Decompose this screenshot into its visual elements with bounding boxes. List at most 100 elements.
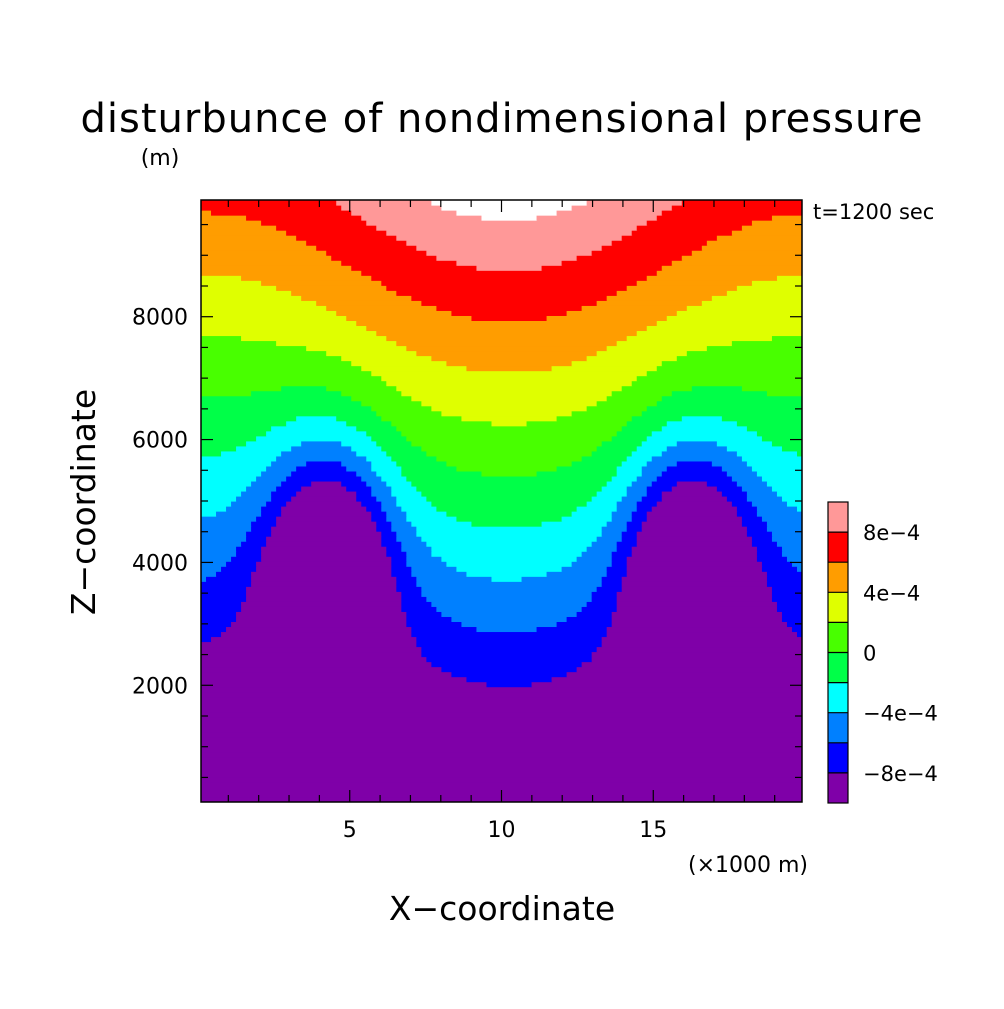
contour-cell xyxy=(616,591,773,597)
contour-cell xyxy=(596,490,628,497)
contour-cell xyxy=(646,516,743,522)
contour-cell xyxy=(691,385,743,392)
contour-cell xyxy=(586,601,618,607)
contour-cell xyxy=(201,405,372,412)
contour-cell xyxy=(666,420,738,427)
contour-cell xyxy=(201,551,237,557)
contour-cell xyxy=(336,415,382,422)
contour-cell xyxy=(761,561,793,567)
contour-cell xyxy=(661,360,802,367)
contour-cell xyxy=(716,440,773,447)
contour-cell xyxy=(201,511,217,517)
contour-cell xyxy=(771,485,802,492)
contour-cell xyxy=(486,681,533,688)
contour-cell xyxy=(601,526,628,532)
contour-cell xyxy=(391,556,407,562)
contour-cell xyxy=(246,215,362,221)
contour-cell xyxy=(396,235,623,241)
contour-cell xyxy=(361,501,382,507)
contour-cell xyxy=(201,526,252,532)
contour-cell xyxy=(201,626,227,633)
contour-cell xyxy=(341,205,442,211)
contour-cell xyxy=(626,526,643,532)
contour-cell xyxy=(766,480,802,487)
contour-cell xyxy=(466,365,553,372)
contour-cell xyxy=(236,611,407,617)
contour-cell xyxy=(201,485,247,492)
contour-cell xyxy=(641,526,748,532)
contour-cell xyxy=(561,516,613,522)
contour-cell xyxy=(381,531,397,537)
contour-cell xyxy=(251,581,397,587)
contour-cell xyxy=(341,440,377,447)
contour-cell xyxy=(626,485,648,492)
contour-cell xyxy=(656,365,802,372)
contour-cell xyxy=(231,556,262,562)
colorbar-swatch xyxy=(828,682,848,713)
contour-cell xyxy=(201,706,802,713)
contour-cell xyxy=(431,661,583,668)
contour-cell xyxy=(276,516,372,522)
contour-cell xyxy=(261,511,282,517)
contour-cell xyxy=(621,586,773,592)
contour-cell xyxy=(291,495,357,502)
contour-cell xyxy=(751,536,773,542)
contour-cell xyxy=(616,596,773,602)
contour-cell xyxy=(426,495,593,502)
contour-cell xyxy=(606,566,628,572)
contour-cell xyxy=(726,290,802,296)
contour-cell xyxy=(411,626,478,633)
contour-cell xyxy=(381,415,463,422)
contour-cell xyxy=(391,521,412,527)
contour-cell xyxy=(591,591,618,597)
contour-cell xyxy=(586,546,618,552)
contour-cell xyxy=(681,200,802,206)
contour-cell xyxy=(341,355,432,362)
contour-cell xyxy=(201,370,372,377)
contour-cell xyxy=(756,430,802,437)
contour-cell xyxy=(326,305,437,311)
contour-cell xyxy=(601,576,623,582)
contour-cell xyxy=(721,490,748,497)
contour-cell xyxy=(201,716,802,723)
contour-cell xyxy=(456,465,558,472)
contour-cell xyxy=(771,536,802,542)
contour-cell xyxy=(636,475,658,482)
contour-cell xyxy=(386,450,427,457)
contour-cell xyxy=(356,495,377,502)
contour-cell xyxy=(241,601,402,607)
contour-cell xyxy=(416,526,603,532)
contour-cell xyxy=(201,355,342,362)
contour-cell xyxy=(261,220,367,226)
contour-cell xyxy=(201,315,347,321)
contour-cell xyxy=(616,606,778,612)
field-cells xyxy=(201,200,802,802)
contour-cell xyxy=(736,450,798,457)
contour-cell xyxy=(411,521,473,527)
contour-cell xyxy=(671,390,768,397)
contour-cell xyxy=(231,621,407,628)
contour-cell xyxy=(436,455,583,462)
contour-cell xyxy=(736,506,758,512)
contour-cell xyxy=(526,420,628,427)
contour-cell xyxy=(576,556,613,562)
contour-cell xyxy=(216,571,252,577)
contour-cell xyxy=(386,380,633,387)
contour-cell xyxy=(311,480,342,487)
contour-cell xyxy=(606,626,793,633)
contour-cell xyxy=(641,465,668,472)
contour-cell xyxy=(401,591,422,597)
contour-cell xyxy=(641,521,743,527)
contour-cell xyxy=(351,395,412,402)
contour-cell xyxy=(671,205,802,211)
contour-cell xyxy=(286,501,362,507)
contour-cell xyxy=(626,455,653,462)
contour-cell xyxy=(241,275,372,281)
contour-cell xyxy=(521,576,603,582)
contour-cell xyxy=(201,601,242,607)
contour-cell xyxy=(431,601,588,607)
contour-cell xyxy=(201,561,227,567)
contour-cell xyxy=(596,300,703,306)
contour-cell xyxy=(201,731,802,738)
